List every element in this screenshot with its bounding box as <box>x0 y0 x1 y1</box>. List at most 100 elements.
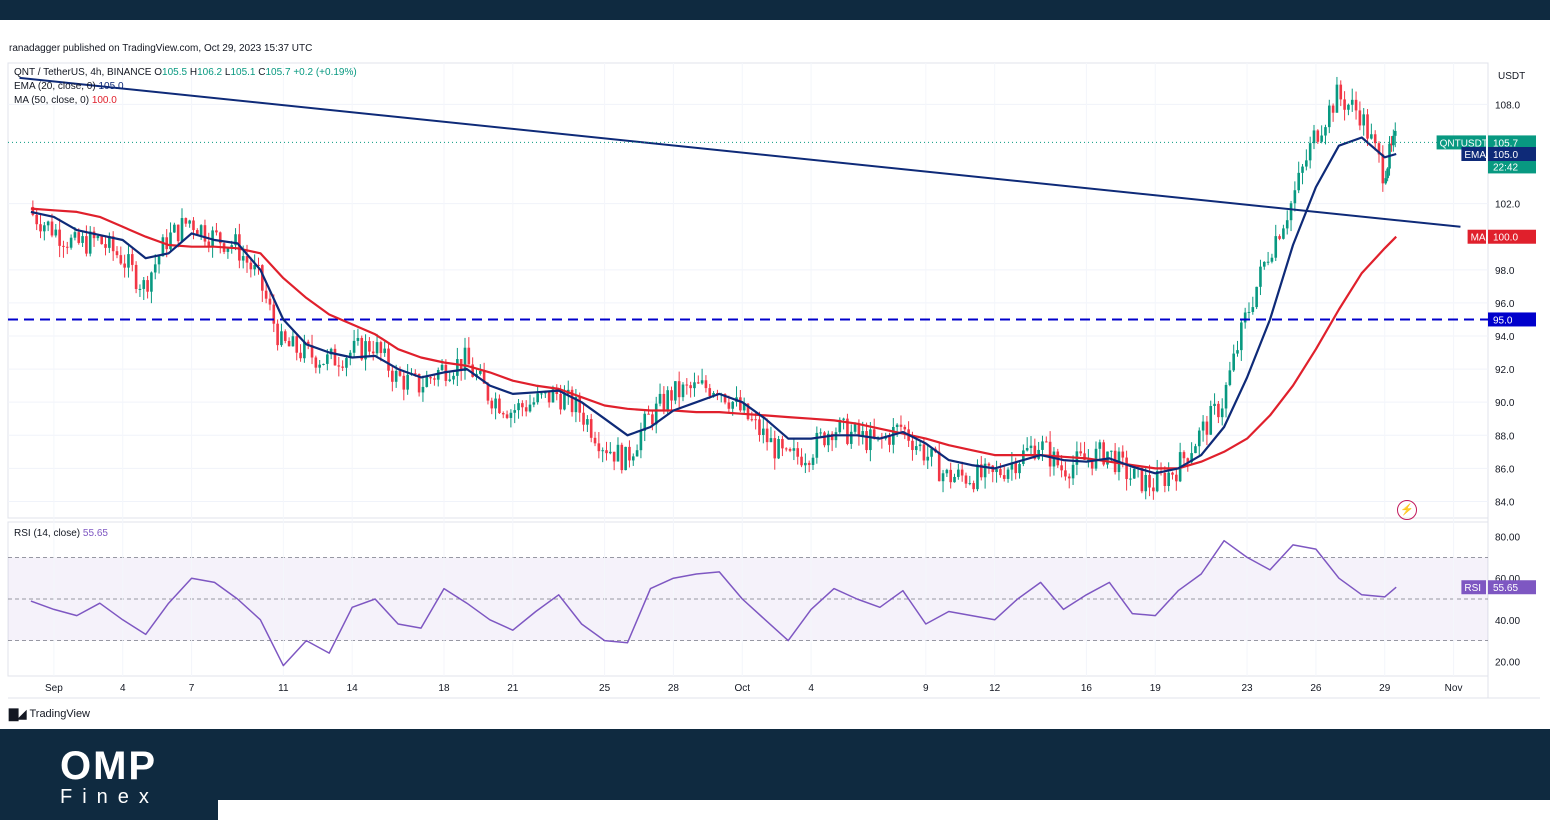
candle-body <box>888 436 891 445</box>
candle-body <box>115 251 119 256</box>
ema-price-tag-bg <box>1488 147 1536 161</box>
candle-body <box>1209 405 1213 435</box>
time-tick-label: 7 <box>189 683 195 694</box>
candle-body <box>264 290 268 299</box>
candle-body <box>1370 134 1373 139</box>
candle-body <box>895 424 899 427</box>
candle-body <box>1175 474 1178 482</box>
ma-legend-value: 100.0 <box>91 95 117 106</box>
candle-body <box>322 363 325 365</box>
candle-body <box>1381 154 1385 184</box>
time-tick-label: Sep <box>45 683 63 694</box>
candle-body <box>230 245 234 248</box>
candle-body <box>77 232 81 243</box>
candle-body <box>838 419 842 433</box>
candle-body <box>478 370 482 374</box>
candle-body <box>1285 220 1289 229</box>
candle-body <box>586 419 589 425</box>
candle-body <box>1308 143 1312 161</box>
candle-body <box>643 413 647 431</box>
candle-body <box>563 394 566 410</box>
candle-body <box>417 373 421 393</box>
candle-body <box>892 426 895 445</box>
tradingview-logo[interactable]: ▇◢ TradingView <box>9 707 90 721</box>
candle-body <box>731 401 735 409</box>
rsi-value-tag: 55.65 RSI <box>1461 580 1536 595</box>
candle-body <box>241 256 245 261</box>
candle-body <box>1259 266 1262 287</box>
candle-body <box>498 398 501 414</box>
candle-body <box>609 451 612 454</box>
candle-body <box>1014 462 1018 474</box>
candle-body <box>199 225 203 236</box>
candle-body <box>624 446 627 471</box>
candle-body <box>957 469 960 477</box>
candle-body <box>612 451 616 462</box>
flash-icon[interactable]: ⚡ <box>1397 500 1417 520</box>
candle-body <box>1155 471 1159 492</box>
candle-body <box>1060 465 1063 471</box>
candle-body <box>670 390 673 401</box>
candle-body <box>387 348 390 371</box>
candle-body <box>1121 451 1125 458</box>
candle-body <box>280 331 283 346</box>
candle-body <box>899 424 903 427</box>
candle-body <box>356 337 360 341</box>
candle-body <box>218 232 222 244</box>
candle-body <box>123 263 126 268</box>
candle-body <box>326 354 329 364</box>
candle-body <box>50 221 54 236</box>
candle-body <box>1010 462 1014 470</box>
candle-body <box>559 393 562 410</box>
candle-body <box>161 237 165 257</box>
candle-body <box>463 347 467 372</box>
candle-body <box>452 375 455 380</box>
candle-body <box>1278 236 1281 239</box>
candle-body <box>1224 384 1228 409</box>
candle-body <box>433 378 436 380</box>
candle-body <box>295 336 299 353</box>
candle-body <box>196 230 199 236</box>
candle-body <box>303 341 306 359</box>
candle-body <box>513 410 517 413</box>
candle-body <box>371 351 375 354</box>
publisher-line: ranadagger published on TradingView.com,… <box>9 43 313 54</box>
candle-body <box>1190 453 1193 463</box>
candle-body <box>501 413 505 415</box>
candle-body <box>1377 143 1381 155</box>
candle-body <box>1305 160 1308 167</box>
candle-body <box>509 412 513 418</box>
candle-body <box>1392 135 1395 146</box>
high-value: 106.2 <box>197 67 223 78</box>
candle-body <box>842 418 845 420</box>
candle-body <box>176 224 180 242</box>
candle-body <box>203 225 207 242</box>
candle-body <box>192 220 195 231</box>
candle-body <box>238 234 241 261</box>
candle-body <box>681 384 685 398</box>
ma-price-tag-name: MA <box>1471 233 1486 244</box>
candle-body <box>448 379 452 381</box>
candle-body <box>398 370 402 376</box>
candle-body <box>299 352 302 359</box>
candle-body <box>283 331 287 341</box>
candle-body <box>1262 261 1266 267</box>
candle-body <box>69 237 73 248</box>
candle-body <box>272 304 276 324</box>
price-tick-label: 96.0 <box>1495 299 1515 310</box>
candle-body <box>1048 441 1052 467</box>
candle-body <box>1366 114 1369 139</box>
candle-body <box>333 348 337 366</box>
candle-body <box>96 235 100 239</box>
candle-body <box>853 424 857 432</box>
candle-body <box>173 224 176 233</box>
candle-body <box>1293 190 1297 204</box>
price-tick-label: 102.0 <box>1495 200 1520 211</box>
candle-body <box>540 393 543 395</box>
candle-body <box>1312 130 1316 144</box>
candle-body <box>402 375 406 390</box>
candle-body <box>784 448 788 450</box>
candle-body <box>593 437 597 444</box>
candle-body <box>234 234 237 246</box>
chart-canvas[interactable]: 84.0 86.0 88.0 90.0 92.0 94.0 96.0 98.0 102.0 108… <box>0 58 1550 704</box>
